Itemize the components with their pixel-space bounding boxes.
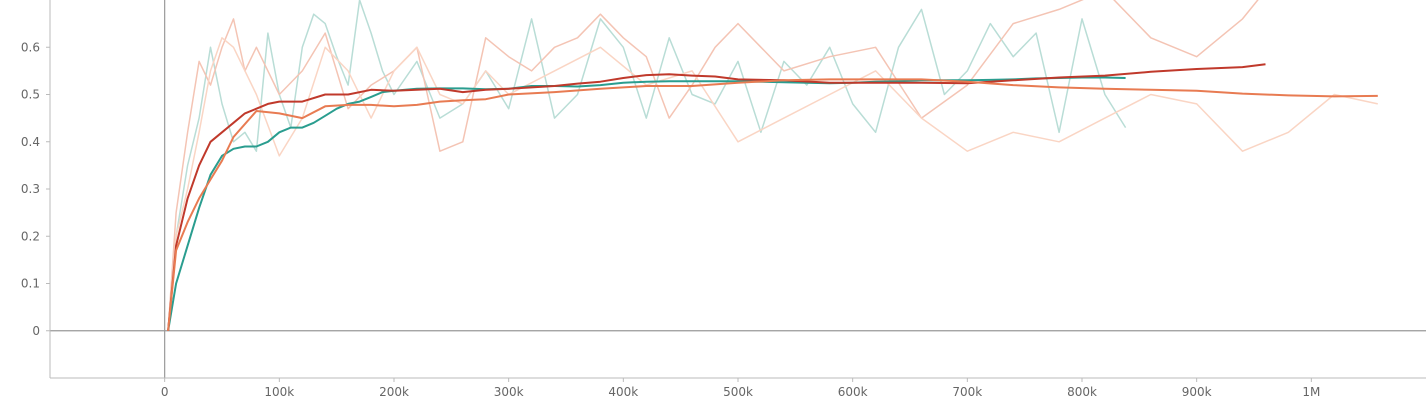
x-tick-label: 700k [952, 385, 982, 399]
chart-axes [49, 0, 1426, 379]
series-3-smoothed-line [167, 78, 1378, 331]
x-tick-label: 800k [1067, 385, 1097, 399]
series-2-smoothed-line [167, 63, 1266, 331]
y-tick-label: 0.5 [21, 88, 40, 102]
y-tick-label: 0.1 [21, 277, 40, 291]
series-1-raw-line [167, 0, 1127, 331]
x-tick-label: 100k [264, 385, 294, 399]
y-tick-label: 0.6 [21, 40, 40, 54]
y-tick-label: 0.4 [21, 135, 40, 149]
x-tick-label: 600k [838, 385, 868, 399]
chart-tick-labels: 0 100k 200k 300k 400k 500k 600k 700k 800k 900k 1M 0… [21, 40, 1320, 399]
x-tick-label: 500k [723, 385, 753, 399]
x-tick-label: 0 [161, 385, 169, 399]
x-tick-label: 400k [608, 385, 638, 399]
x-tick-label: 300k [494, 385, 524, 399]
series-3-raw-line [167, 37, 1378, 331]
series-2-raw-line [167, 0, 1259, 331]
y-tick-label: 0.3 [21, 182, 40, 196]
chart-series [167, 0, 1378, 331]
y-tick-label: 0 [32, 324, 40, 338]
x-tick-label: 900k [1182, 385, 1212, 399]
x-tick-label: 1M [1302, 385, 1320, 399]
x-tick-label: 200k [379, 385, 409, 399]
y-tick-label: 0.2 [21, 229, 40, 243]
